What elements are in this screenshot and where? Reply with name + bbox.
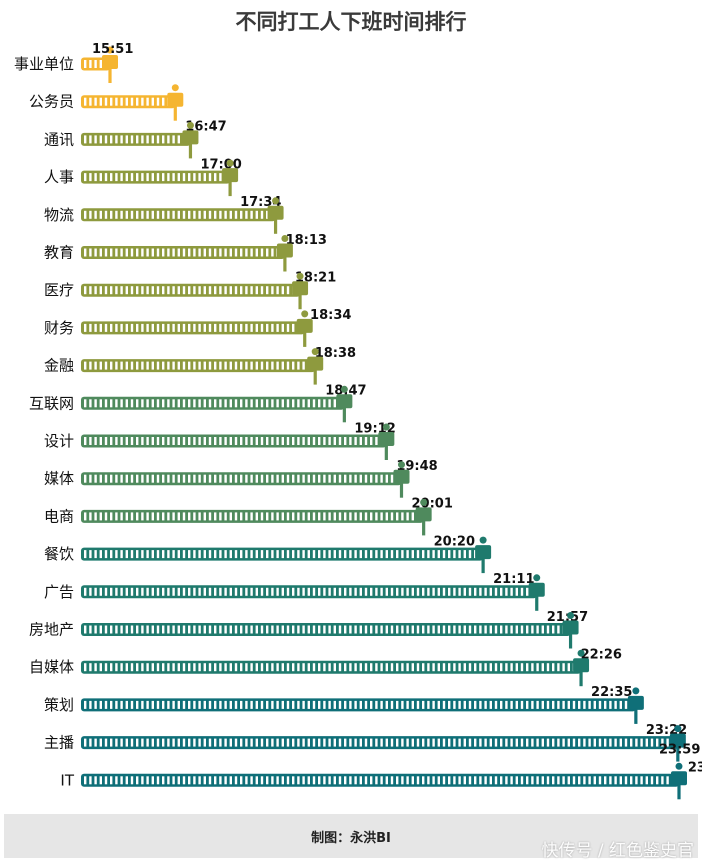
value-label: 22:26 [581,648,622,663]
person-icon [528,574,545,611]
bar [81,132,191,146]
person-icon [627,687,644,724]
bar [81,623,571,636]
chart-title: 不同打工人下班时间排行 [235,10,467,34]
person-icon [336,385,353,423]
category-label: 金融 [44,357,74,375]
category-label: 物流 [44,206,74,224]
bar [81,359,316,373]
value-label: 18:34 [310,308,351,323]
bar [81,509,424,523]
person-icon [671,762,687,800]
person-icon [307,348,324,385]
category-label: 医疗 [44,281,74,299]
person-icon [669,725,686,762]
person-icon [292,272,309,310]
category-label: IT [60,771,74,789]
value-label: 18:38 [315,346,356,361]
bar [81,396,345,410]
person-icon [222,159,239,197]
person-icon [378,423,395,460]
bar [81,321,305,335]
person-icon [296,310,313,347]
category-label: 互联网 [29,394,74,412]
ranking-chart: 事业单位15:51公务员16:47通讯17:00人事17:34物流18:13教育… [14,42,702,800]
category-label: 广告 [44,583,74,601]
value-label: 15:51 [92,42,133,57]
bar [81,736,678,750]
category-label: 财务 [44,319,74,337]
person-icon [267,197,284,234]
bar [81,95,176,109]
category-label: 教育 [44,244,74,262]
footer-bar: 制图：永洪BI [4,814,698,858]
bar [81,773,679,787]
bar [81,283,301,297]
bar [81,434,387,448]
category-label: 餐饮 [44,545,74,563]
value-label: 21:11 [493,572,534,587]
category-label: 策划 [44,696,74,714]
bar [81,472,402,486]
person-icon [276,235,293,272]
category-label: 媒体 [44,470,74,488]
bar [81,246,285,259]
person-icon [182,121,199,159]
category-label: 公务员 [29,93,74,111]
bar [81,698,636,712]
value-label: 23:58 [688,761,702,776]
person-icon [475,536,492,574]
bar [81,585,537,599]
value-label: 23:59 [659,742,700,757]
category-label: 房地产 [29,621,74,639]
value-label: 20:20 [434,534,475,549]
bar [81,170,231,184]
watermark: 快传号 / 红色鉴史官 [541,841,694,861]
person-icon [415,498,432,536]
value-label: 18:13 [286,233,327,248]
footer-credit: 制图：永洪BI [311,831,391,846]
category-label: 通讯 [44,130,74,148]
person-icon [102,46,118,83]
category-label: 人事 [44,168,74,186]
category-label: 自媒体 [29,658,74,676]
bar [81,547,484,561]
category-label: 主播 [44,734,74,752]
person-icon [167,84,184,121]
value-label: 22:35 [591,685,632,700]
category-label: 设计 [44,432,74,450]
person-icon [393,461,410,498]
person-icon [573,649,590,687]
bar [81,660,582,674]
category-label: 事业单位 [14,55,74,73]
bar [81,208,276,222]
person-icon [562,612,579,649]
category-label: 电商 [44,507,74,525]
